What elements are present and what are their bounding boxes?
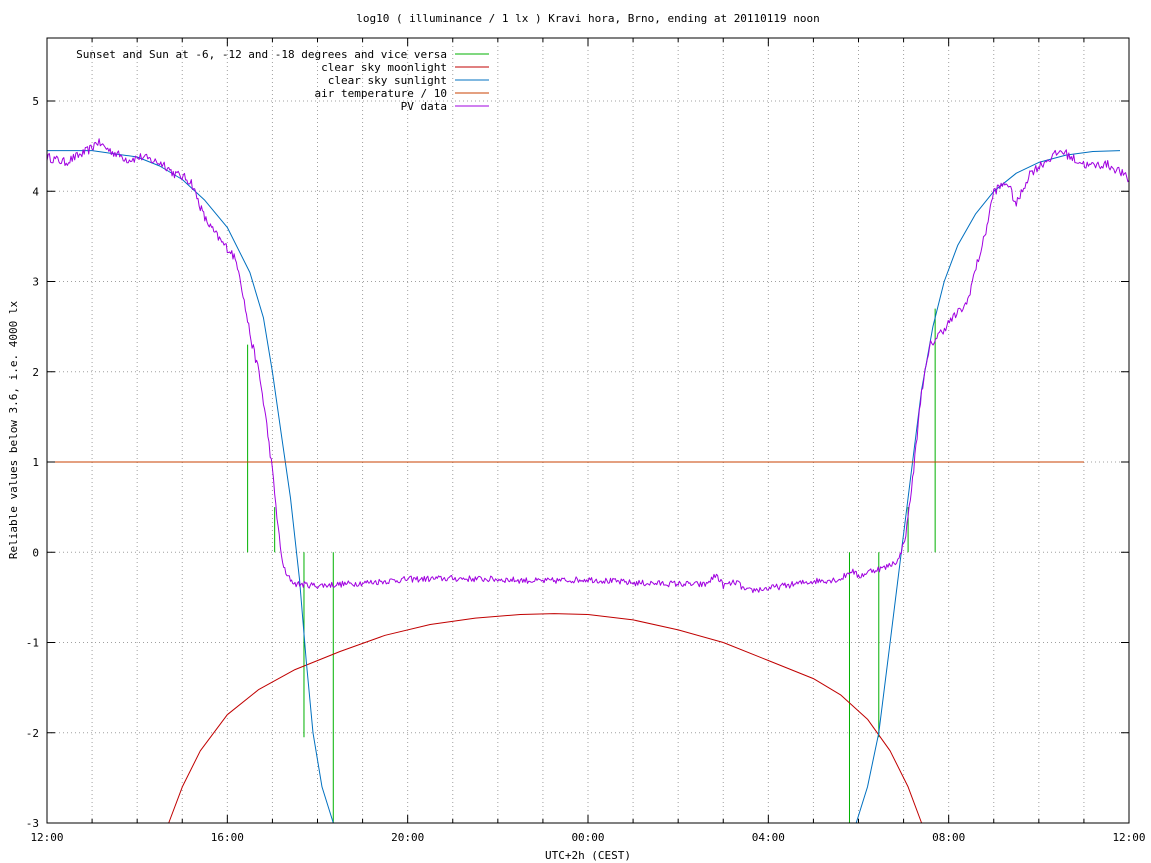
- x-tick-label: 08:00: [932, 831, 965, 844]
- series-layer: [46, 138, 1130, 824]
- series-4-line: [46, 138, 1130, 594]
- chart-title: log10 ( illuminance / 1 lx ) Kravi hora,…: [356, 12, 820, 25]
- y-tick-label: 4: [32, 185, 39, 198]
- x-tick-label: 00:00: [571, 831, 604, 844]
- x-tick-label: 12:00: [30, 831, 63, 844]
- x-tick-label: 12:00: [1112, 831, 1145, 844]
- y-axis-label: Reliable values below 3.6, i.e. 4000 lx: [7, 300, 20, 559]
- legend-label: air temperature / 10: [315, 87, 447, 100]
- legend-label: clear sky sunlight: [328, 74, 447, 87]
- series-1-line: [168, 613, 923, 824]
- legend: Sunset and Sun at -6, -12 and -18 degree…: [76, 48, 489, 113]
- y-tick-label: 3: [32, 276, 39, 289]
- y-tick-label: -2: [26, 727, 39, 740]
- x-tick-label: 16:00: [211, 831, 244, 844]
- y-tick-label: 5: [32, 95, 39, 108]
- y-tick-label: -3: [26, 817, 39, 830]
- legend-label: Sunset and Sun at -6, -12 and -18 degree…: [76, 48, 447, 61]
- legend-label: PV data: [401, 100, 447, 113]
- ticks-layer: 12:00 16:00 20:00 00:00 04:00 08:00 12:00-3-2-…: [26, 38, 1146, 844]
- series-2-line: [47, 150, 1121, 824]
- x-tick-label: 20:00: [391, 831, 424, 844]
- legend-label: clear sky moonlight: [321, 61, 447, 74]
- x-axis-label: UTC+2h (CEST): [545, 849, 631, 862]
- y-tick-label: -1: [26, 637, 39, 650]
- grid-layer: [47, 38, 1129, 823]
- y-tick-label: 0: [32, 546, 39, 559]
- y-tick-label: 2: [32, 366, 39, 379]
- x-tick-label: 04:00: [752, 831, 785, 844]
- y-tick-label: 1: [32, 456, 39, 469]
